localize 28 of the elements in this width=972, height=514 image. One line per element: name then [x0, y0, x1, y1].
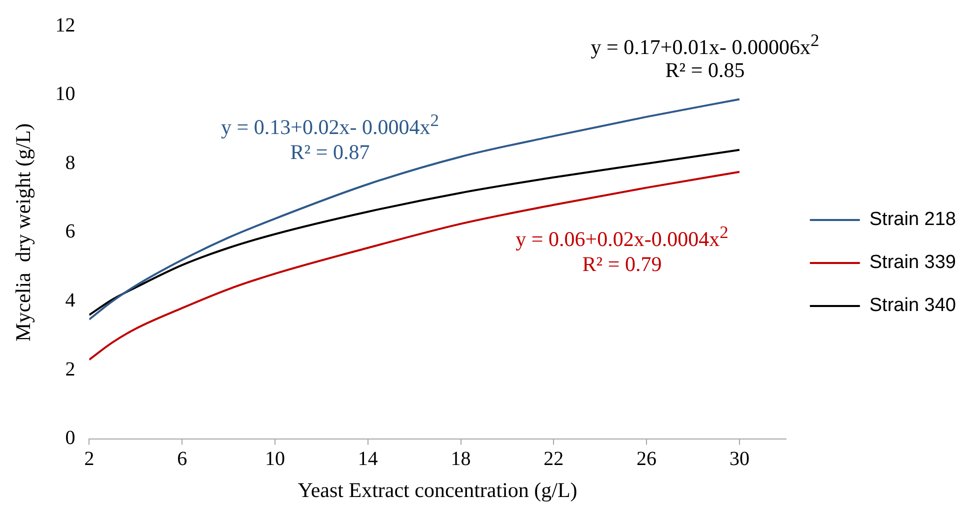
x-tick-label: 10: [264, 448, 285, 470]
y-tick-label: 10: [55, 83, 76, 106]
y-tick-label: 0: [65, 427, 76, 450]
x-tick-label: 2: [84, 448, 94, 470]
y-tick-label: 2: [65, 358, 76, 380]
y-tick-label: 8: [65, 152, 76, 174]
x-axis-title: Yeast Extract concentration (g/L): [298, 478, 578, 502]
line-series: [89, 98, 740, 320]
y-tick-label: 12: [55, 14, 76, 36]
x-tick-label: 6: [177, 448, 188, 470]
x-tick-label: 18: [450, 448, 471, 470]
x-tick-label: 22: [544, 448, 564, 470]
y-tick-label: 4: [65, 289, 76, 312]
legend-label: Strain 339: [869, 252, 956, 274]
annotation: y = 0.06+0.02x-0.0004x$^{2}$: [516, 222, 728, 252]
legend-label: Strain 340: [869, 295, 956, 316]
annotation: y = 0.17+0.01x- 0.00006x$^{2}$: [590, 30, 820, 60]
x-tick-label: 14: [358, 448, 378, 470]
y-tick-label: 6: [65, 220, 76, 243]
x-tick-label: 30: [729, 448, 750, 470]
annotation: R² = 0.87: [290, 140, 370, 165]
line-series: [89, 170, 740, 361]
annotation: R² = 0.79: [582, 252, 662, 277]
y-axis-title: Mycelia dry weight (g/L): [11, 123, 36, 342]
legend-label: Strain 218: [869, 209, 956, 230]
annotation: y = 0.13+0.02x- 0.0004x$^{2}$: [221, 110, 439, 140]
annotation: R² = 0.85: [665, 58, 745, 83]
x-tick-label: 26: [636, 448, 657, 470]
